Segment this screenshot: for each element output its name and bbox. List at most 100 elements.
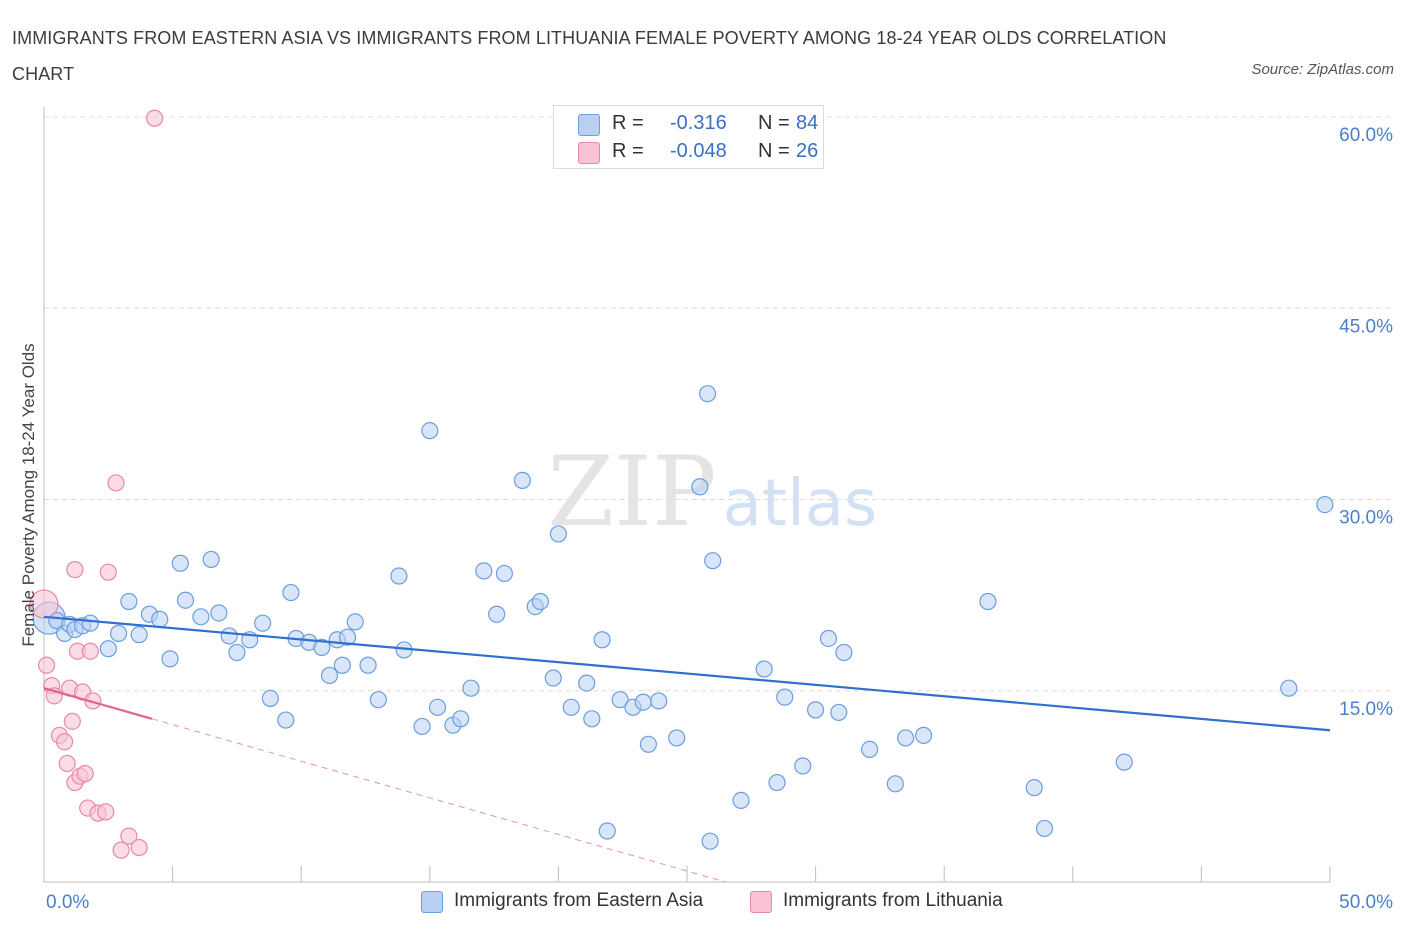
watermark-zip: ZIP	[547, 436, 716, 548]
data-point	[120, 592, 138, 611]
data-point	[462, 679, 480, 697]
data-point	[768, 773, 786, 792]
data-point	[544, 669, 562, 687]
data-point	[583, 710, 601, 728]
data-point	[513, 471, 531, 489]
data-point	[806, 701, 825, 719]
data-point	[55, 733, 74, 751]
data-point	[120, 827, 138, 845]
data-point	[562, 698, 580, 716]
data-point	[668, 729, 686, 747]
data-point	[261, 689, 279, 708]
data-point	[81, 642, 99, 660]
data-point	[1280, 679, 1298, 697]
data-point	[277, 711, 295, 729]
data-point	[333, 656, 351, 674]
data-point	[37, 656, 56, 674]
data-point	[338, 628, 357, 646]
data-point	[691, 478, 709, 496]
y-tick-label: 30.0%	[1339, 508, 1393, 529]
trend-line-eastern-asia	[43, 615, 1331, 732]
data-point	[488, 605, 506, 623]
data-point	[495, 564, 513, 583]
data-point	[897, 729, 915, 747]
data-point	[145, 109, 164, 127]
data-point	[228, 643, 246, 662]
data-point	[776, 688, 794, 706]
data-point	[359, 656, 377, 674]
data-point	[109, 624, 128, 642]
data-point	[861, 740, 879, 759]
data-point	[282, 583, 300, 602]
legend-n-label: N =	[758, 140, 790, 162]
data-point	[161, 650, 179, 668]
legend-r-label: R =	[612, 112, 644, 134]
watermark: ZIP atlas	[547, 436, 877, 548]
data-point	[76, 765, 94, 783]
data-point	[819, 629, 838, 648]
series-lithuania-points	[29, 109, 164, 859]
data-point	[1035, 819, 1054, 838]
data-point	[29, 589, 59, 619]
grid-lines	[44, 116, 1394, 692]
axes	[43, 107, 1331, 883]
data-point	[1316, 496, 1334, 514]
data-point	[698, 385, 717, 403]
data-point	[915, 726, 933, 744]
legend-r-value: -0.316	[670, 112, 727, 134]
data-point	[593, 631, 611, 649]
data-point	[390, 567, 408, 585]
legend-n-label: N =	[758, 112, 790, 134]
data-point	[1025, 779, 1043, 797]
data-point	[835, 643, 853, 662]
data-point	[549, 525, 568, 543]
data-point	[886, 775, 904, 793]
data-point	[58, 754, 76, 773]
data-point	[210, 604, 228, 622]
trend-line-lithuania	[43, 687, 153, 720]
data-point	[171, 554, 189, 572]
data-point	[99, 640, 117, 658]
data-point	[192, 608, 210, 626]
data-point	[151, 610, 169, 628]
data-point	[130, 626, 148, 644]
legend-swatch-blue	[421, 891, 443, 913]
y-axis-label: Female Poverty Among 18-24 Year Olds	[19, 343, 38, 646]
legend-r-value: -0.048	[670, 140, 727, 162]
trend-lines	[43, 615, 1331, 883]
data-point	[63, 712, 81, 730]
data-point	[578, 674, 596, 692]
y-tick-label: 15.0%	[1339, 699, 1393, 720]
x-tick-label: 50.0%	[1339, 892, 1393, 913]
data-point	[979, 592, 997, 611]
legend-r-label: R =	[612, 140, 644, 162]
data-point	[313, 638, 331, 657]
data-point	[732, 791, 750, 810]
data-point	[650, 692, 668, 710]
data-point	[81, 614, 99, 632]
legend-swatch-blue	[578, 114, 600, 136]
data-point	[531, 592, 549, 611]
data-point	[112, 841, 130, 859]
data-point	[66, 561, 84, 579]
x-tick-label: 0.0%	[46, 892, 89, 913]
data-point	[639, 735, 658, 753]
data-point	[830, 703, 848, 722]
data-point	[598, 822, 616, 840]
data-point	[421, 422, 439, 440]
data-point	[701, 832, 719, 850]
legend-n-value: 26	[796, 140, 819, 162]
data-point	[97, 803, 115, 821]
tick-labels: 15.0% 30.0% 45.0% 60.0% 0.0% 50.0%	[46, 125, 1393, 913]
legend-label: Immigrants from Lithuania	[783, 890, 1003, 911]
data-point	[413, 717, 431, 736]
legend-swatch-pink	[578, 142, 600, 164]
data-point	[202, 550, 220, 569]
data-point	[130, 838, 148, 857]
data-point	[107, 474, 125, 492]
data-point	[794, 757, 812, 775]
data-point	[428, 698, 447, 716]
data-point	[346, 613, 364, 631]
chart-title: IMMIGRANTS FROM EASTERN ASIA VS IMMIGRAN…	[12, 28, 1167, 84]
